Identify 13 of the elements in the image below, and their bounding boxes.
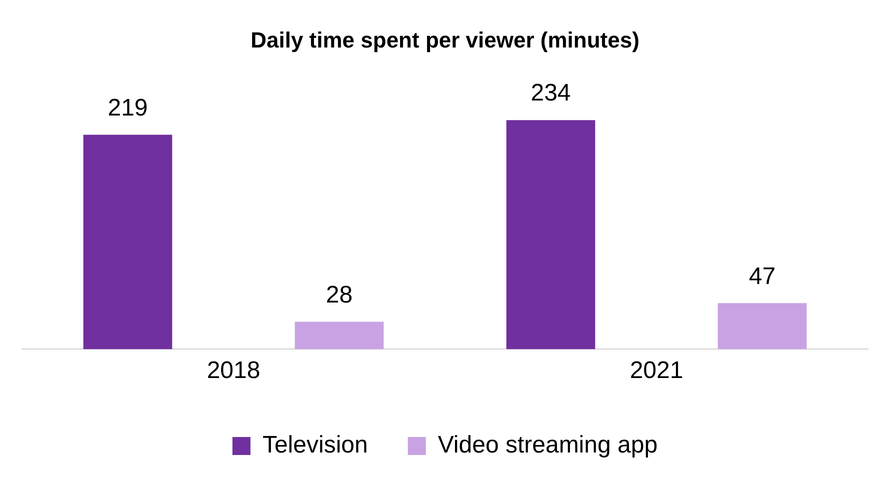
data-label: 47 <box>748 262 776 290</box>
bar <box>294 322 384 350</box>
chart-title: Daily time spent per viewer (minutes) <box>250 27 640 52</box>
legend-label: Video streaming app <box>438 432 658 459</box>
legend-label: Television <box>262 432 368 459</box>
bar <box>718 303 807 350</box>
bar <box>506 120 596 350</box>
data-label: 234 <box>530 80 571 107</box>
x-tick-label: 2021 <box>630 357 684 384</box>
data-label: 28 <box>326 281 353 308</box>
x-tick-label: 2018 <box>206 357 260 384</box>
bar <box>83 134 172 350</box>
data-label: 219 <box>108 94 148 122</box>
